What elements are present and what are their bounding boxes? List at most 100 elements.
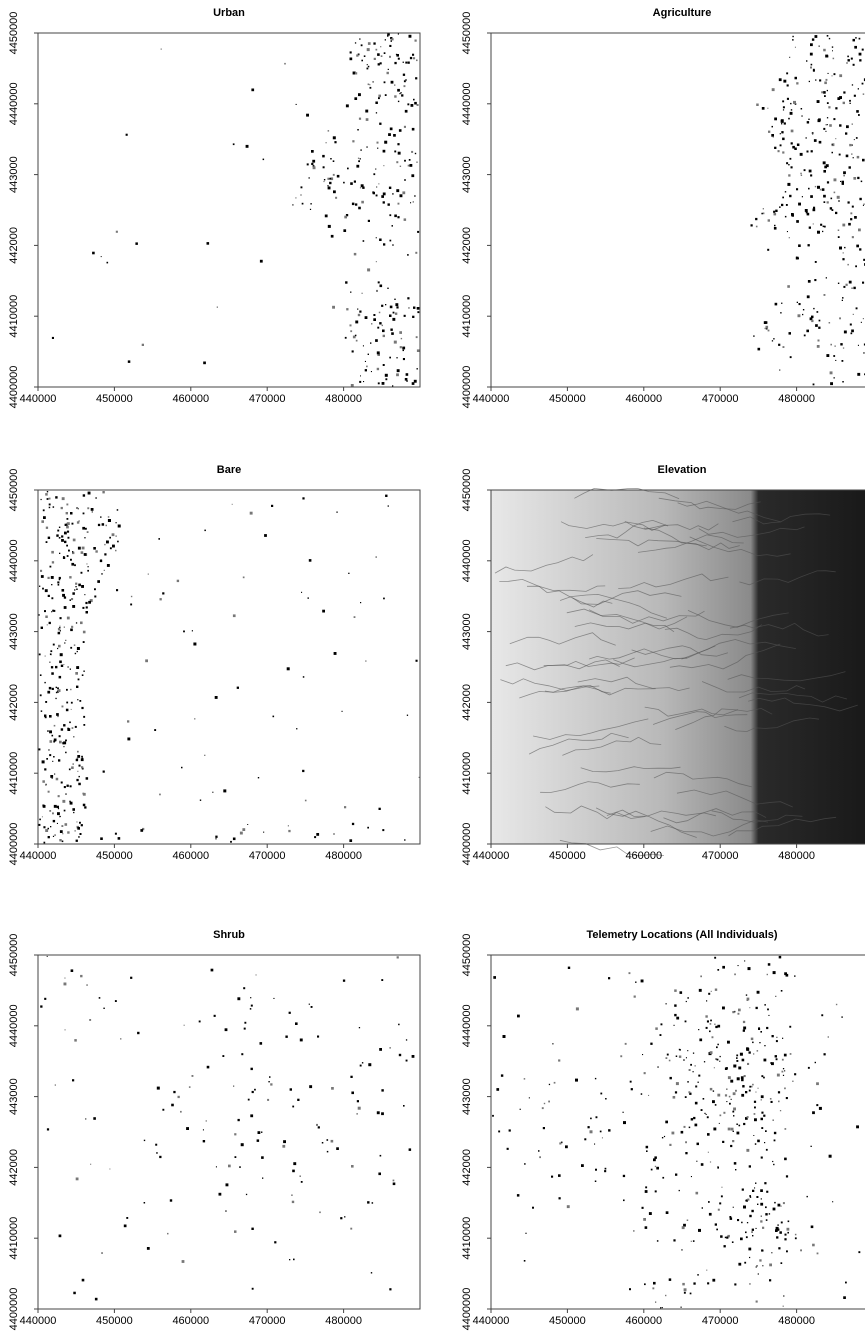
- raster-cell: [75, 839, 78, 842]
- raster-cell: [844, 246, 846, 249]
- raster-cell: [705, 1026, 708, 1029]
- raster-cell: [183, 1024, 185, 1026]
- raster-cell: [80, 551, 84, 554]
- raster-cell: [815, 79, 817, 81]
- raster-cell: [81, 674, 84, 676]
- raster-cell: [816, 1252, 819, 1255]
- raster-cell: [52, 609, 55, 612]
- raster-cell: [381, 382, 385, 385]
- raster-cell: [403, 80, 406, 83]
- raster-cell: [863, 343, 865, 346]
- raster-cell: [375, 237, 377, 239]
- raster-cell: [758, 1027, 760, 1029]
- raster-cell: [342, 979, 346, 982]
- raster-cell: [312, 166, 316, 170]
- drainage: [589, 648, 688, 660]
- raster-cell: [51, 561, 55, 564]
- raster-cell: [375, 168, 377, 170]
- raster-cell: [407, 164, 410, 167]
- raster-cell: [69, 801, 73, 805]
- raster-cell: [789, 356, 792, 359]
- raster-cell: [756, 1050, 759, 1052]
- raster-cell: [838, 153, 841, 156]
- raster-cell: [719, 1202, 722, 1205]
- raster-cell: [411, 382, 415, 385]
- raster-cell: [842, 297, 844, 299]
- raster-cell: [806, 1195, 808, 1198]
- raster-cell: [46, 624, 48, 626]
- raster-cell: [64, 531, 67, 535]
- raster-cell: [826, 354, 830, 357]
- raster-cell: [58, 537, 61, 539]
- raster-cell: [594, 1077, 597, 1080]
- raster-cell: [732, 1011, 735, 1014]
- raster-cell: [156, 1152, 158, 1154]
- raster-cell: [326, 1139, 329, 1141]
- raster-cell: [748, 1247, 752, 1251]
- raster-cell: [778, 955, 782, 959]
- drainage: [560, 521, 667, 531]
- drainage: [545, 805, 646, 820]
- raster-cell: [417, 311, 420, 314]
- raster-cell: [216, 306, 218, 308]
- raster-cell: [90, 1163, 92, 1165]
- raster-cell: [709, 1023, 712, 1025]
- raster-cell: [823, 194, 826, 198]
- raster-cell: [120, 1038, 122, 1040]
- raster-cell: [332, 160, 335, 162]
- raster-cell: [749, 1283, 751, 1285]
- raster-cell: [788, 117, 790, 120]
- raster-cell: [76, 821, 78, 823]
- raster-cell: [378, 94, 381, 98]
- raster-cell: [65, 708, 69, 712]
- raster-cell: [40, 1005, 43, 1008]
- raster-cell: [799, 152, 803, 156]
- raster-cell: [753, 1135, 755, 1136]
- raster-cell: [63, 786, 66, 789]
- raster-cell: [42, 509, 45, 512]
- raster-cell: [78, 520, 80, 522]
- raster-cell: [384, 39, 386, 41]
- raster-cell: [774, 1055, 777, 1058]
- raster-cell: [778, 1100, 780, 1103]
- raster-cell: [698, 1029, 700, 1031]
- raster-cell: [823, 1053, 826, 1056]
- raster-cell: [66, 503, 69, 506]
- raster-cell: [395, 303, 399, 307]
- raster-cell: [381, 324, 383, 327]
- raster-cell: [851, 205, 854, 208]
- raster-cell: [809, 317, 813, 321]
- raster-cell: [162, 592, 165, 595]
- raster-cell: [237, 1118, 240, 1122]
- raster-cell: [64, 523, 67, 526]
- drainage: [675, 707, 773, 730]
- raster-cell: [532, 1206, 534, 1209]
- raster-cell: [75, 758, 79, 762]
- raster-cell: [145, 659, 148, 663]
- raster-cell: [856, 1125, 859, 1129]
- raster-cell: [117, 540, 119, 543]
- raster-cell: [390, 37, 393, 40]
- raster-cell: [402, 191, 406, 195]
- raster-cell: [203, 361, 206, 365]
- raster-cell: [57, 584, 60, 586]
- raster-cell: [399, 165, 402, 167]
- raster-cell: [863, 203, 865, 205]
- raster-cell: [45, 493, 48, 496]
- raster-cell: [381, 304, 384, 307]
- raster-cell: [851, 287, 853, 289]
- raster-cell: [747, 1062, 750, 1065]
- raster-cell: [64, 977, 66, 979]
- raster-cell: [360, 375, 361, 377]
- raster-cell: [357, 157, 360, 159]
- raster-cell: [768, 1014, 770, 1016]
- raster-cell: [689, 1292, 692, 1295]
- raster-cell: [381, 979, 384, 981]
- raster-cell: [771, 1035, 774, 1038]
- raster-cell: [102, 491, 105, 494]
- raster-cell: [752, 1235, 754, 1237]
- raster-cell: [548, 1083, 551, 1086]
- raster-cell: [757, 1273, 759, 1275]
- raster-cell: [262, 158, 265, 161]
